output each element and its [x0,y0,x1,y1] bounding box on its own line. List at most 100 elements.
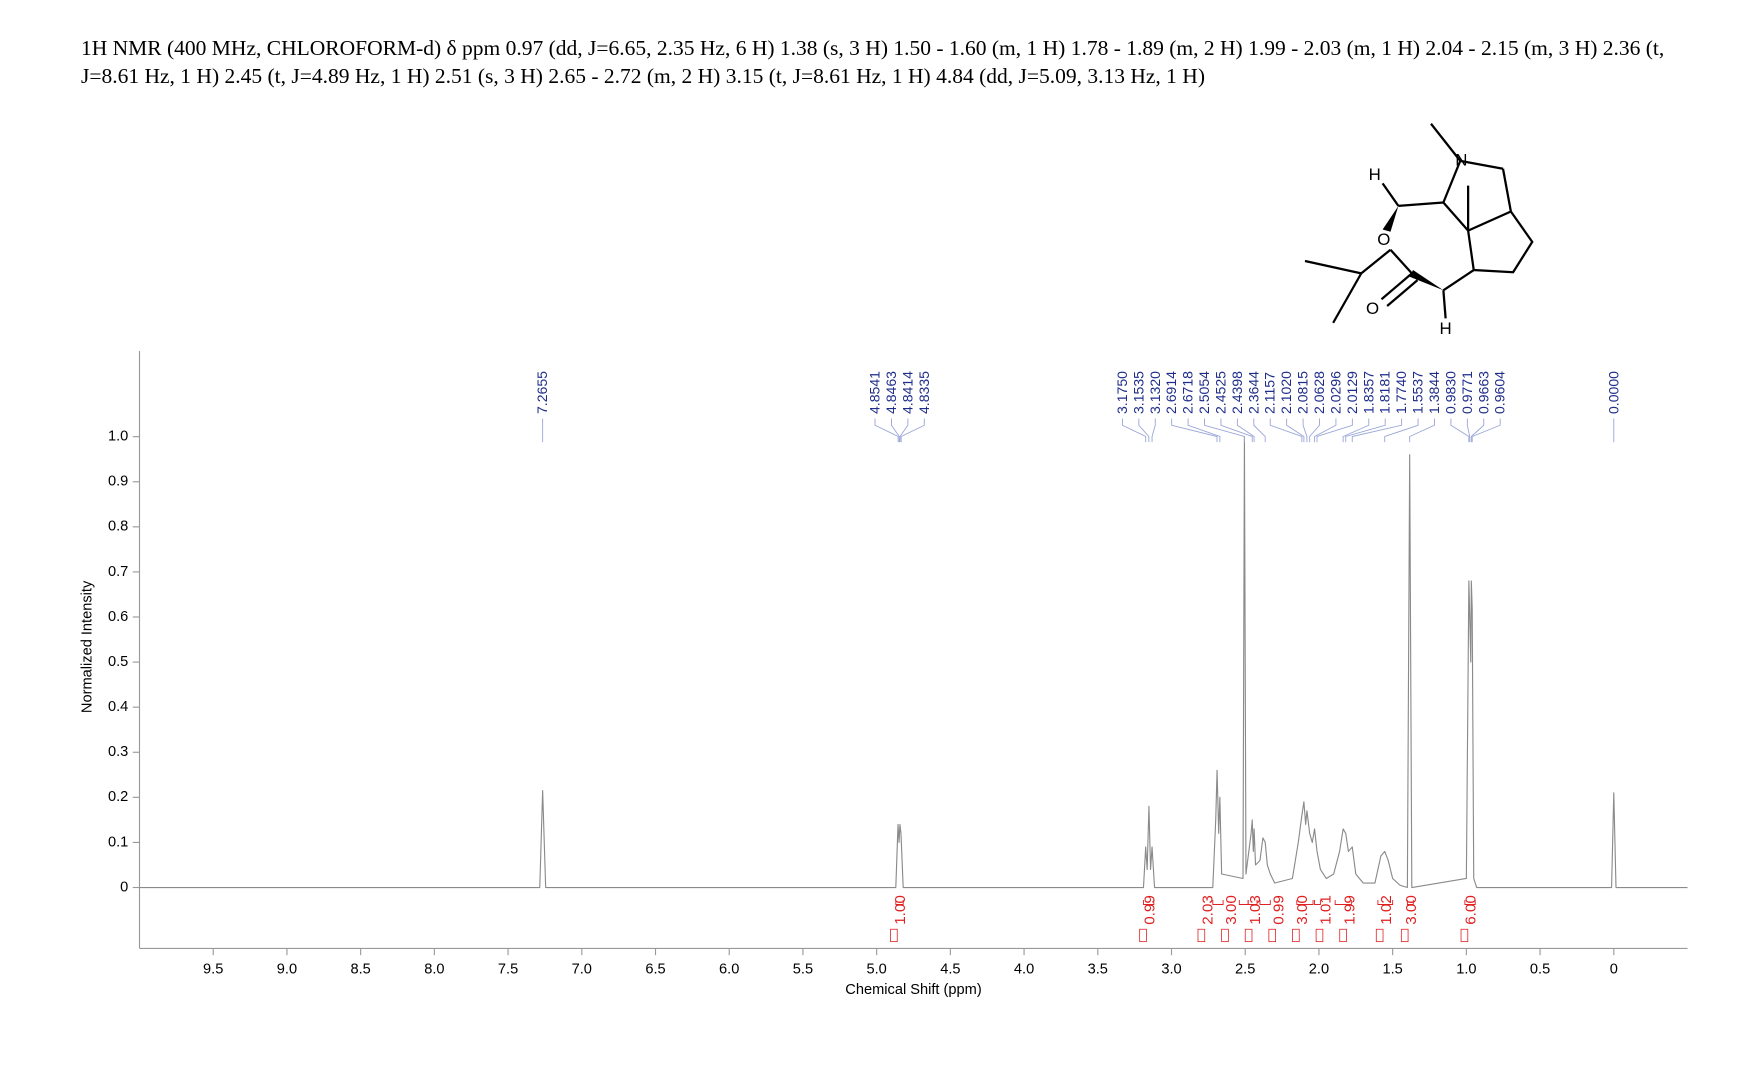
atom-label: H [1440,319,1452,338]
integral-label: 1.01 [1318,895,1335,925]
peak-label: 0.9604 [1492,371,1508,414]
x-tick-label: 2.0 [1309,962,1329,978]
x-tick-label: 1.0 [1456,962,1476,978]
integral-bracket [1296,900,1314,905]
x-tick-label: 8.0 [424,962,444,978]
y-tick-label: 0.1 [108,834,128,850]
peak-connector [1171,418,1218,443]
integral-bracket [1314,900,1321,905]
integral-bracket [1464,900,1476,905]
integral-label: 3.00 [1223,895,1240,925]
integral-label: 1.02 [1378,895,1395,925]
peak-connector [1316,418,1353,443]
x-tick-label: 6.0 [719,962,739,978]
x-tick-label: 4.5 [940,962,960,978]
x-tick-label: 0 [1610,962,1618,978]
x-tick-label: 0.5 [1530,962,1550,978]
x-tick-label: 9.5 [203,962,223,978]
x-tick-label: 3.0 [1161,962,1181,978]
integral-mark [890,928,898,943]
peak-connector [1384,418,1419,443]
peak-connector [1236,418,1255,443]
y-tick-label: 0 [120,879,128,895]
peak-label: 2.0129 [1344,371,1360,414]
integral-mark [1268,928,1277,943]
peak-connector [900,418,925,443]
peak-label: 2.6914 [1163,371,1179,414]
y-tick-label: 0.3 [108,744,128,760]
x-tick-label: 7.0 [572,962,592,978]
peak-label: 2.4398 [1229,371,1245,414]
integral-mark [1139,928,1147,943]
spectrum-title: 1H NMR (400 MHz, CHLOROFORM-d) δ ppm 0.9… [81,36,1665,88]
peak-label: 2.0815 [1295,371,1311,414]
integral-label: 3.00 [1403,895,1420,925]
y-tick-label: 0.5 [108,654,128,670]
y-tick-label: 0.9 [108,474,128,490]
peak-label: 2.5054 [1196,371,1212,414]
x-tick-label: 5.0 [866,962,886,978]
peak-label: 1.8357 [1360,371,1376,414]
peak-connector [1302,418,1308,443]
peak-label: 4.8541 [867,371,883,414]
peak-label: 3.1320 [1147,371,1163,414]
peak-label: 2.1020 [1278,371,1294,414]
integral-label: 1.00 [892,895,909,925]
spectrum-line [139,436,1688,889]
peak-label: 4.8414 [899,371,915,414]
peak-label: 0.0000 [1605,371,1621,414]
integral-label: 0.99 [1141,895,1158,925]
peak-connector [1471,418,1501,443]
integral-bracket [1259,900,1271,905]
structure: N H O O H [1304,123,1534,338]
x-tick-label: 9.0 [277,962,297,978]
y-tick-label: 0.6 [108,609,128,625]
peak-label: 2.3644 [1245,371,1261,414]
peak-connector [1351,418,1403,443]
integral-bracket [1377,900,1394,905]
peak-connector [1187,418,1221,443]
peak-label: 2.0628 [1311,371,1327,414]
peak-label: 2.6718 [1180,371,1196,414]
peak-connector [1204,418,1245,443]
x-tick-label: 4.0 [1014,962,1034,978]
x-tick-label: 5.5 [793,962,813,978]
peak-label: 4.8463 [883,371,899,414]
integral-label: 1.03 [1247,895,1264,925]
peak-connector [1466,418,1471,443]
peak-label: 1.7740 [1393,371,1409,414]
peak-connector [874,418,899,443]
integral-bracket [1247,900,1258,905]
peak-connector [1470,418,1485,443]
peak-connector [1409,418,1435,443]
peak-connector [1121,418,1147,443]
y-tick-label: 1.0 [108,429,128,445]
peak-connector [1345,418,1386,443]
y-axis-label: Normalized Intensity [80,580,96,713]
integral-bracket [895,900,904,905]
peak-label: 0.9830 [1442,371,1458,414]
x-tick-label: 2.5 [1235,962,1255,978]
integral-label: 2.03 [1200,895,1217,925]
integral-bracket [1334,900,1352,905]
peak-connector [1314,418,1337,443]
peak-connector [1253,418,1266,443]
peak-label: 1.5537 [1410,371,1426,414]
y-tick-label: 0.7 [108,564,128,580]
integral-mark [1197,928,1206,943]
peak-connector [1151,418,1156,443]
integral-label: 6.00 [1463,895,1480,925]
peak-label: 4.8335 [916,371,932,414]
integral-label: 0.99 [1270,895,1287,925]
peak-label: 3.1750 [1114,371,1130,414]
peak-label: 1.8181 [1377,371,1393,414]
peak-connector [1220,418,1253,443]
integral-mark [1315,928,1324,943]
integral-label: 3.00 [1294,895,1311,925]
atom-label: O [1377,230,1390,249]
integral-mark [1221,928,1229,943]
peak-label: 2.0296 [1327,371,1343,414]
x-axis-label: Chemical Shift (ppm) [845,982,981,998]
